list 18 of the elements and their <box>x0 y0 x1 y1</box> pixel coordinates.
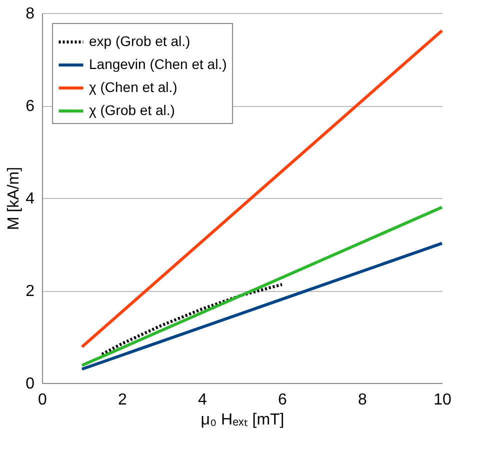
x-tick-label: 4 <box>198 392 208 408</box>
legend-label: χ (Chen et al.) <box>89 79 178 95</box>
legend-label: Langevin (Chen et al.) <box>89 56 227 72</box>
x-tick-label: 8 <box>358 392 368 408</box>
x-tick-label: 0 <box>38 392 48 408</box>
x-tick-label: 10 <box>434 392 452 408</box>
legend-label: χ (Grob et al.) <box>89 102 175 118</box>
y-tick-label: 4 <box>26 190 35 208</box>
y-tick-label: 6 <box>26 98 35 115</box>
y-tick-label: 8 <box>26 6 35 22</box>
x-tick-label: 6 <box>278 392 288 408</box>
y-tick-label: 0 <box>26 376 35 392</box>
line-series <box>100 282 284 356</box>
x-axis-title: μ₀ Hₑₓₜ [mT] <box>200 412 284 428</box>
legend-label: exp (Grob et al.) <box>89 33 190 49</box>
y-tick-label: 2 <box>26 283 35 300</box>
x-tick-label: 2 <box>118 392 128 408</box>
y-axis-title: M [kA/m] <box>6 166 23 230</box>
